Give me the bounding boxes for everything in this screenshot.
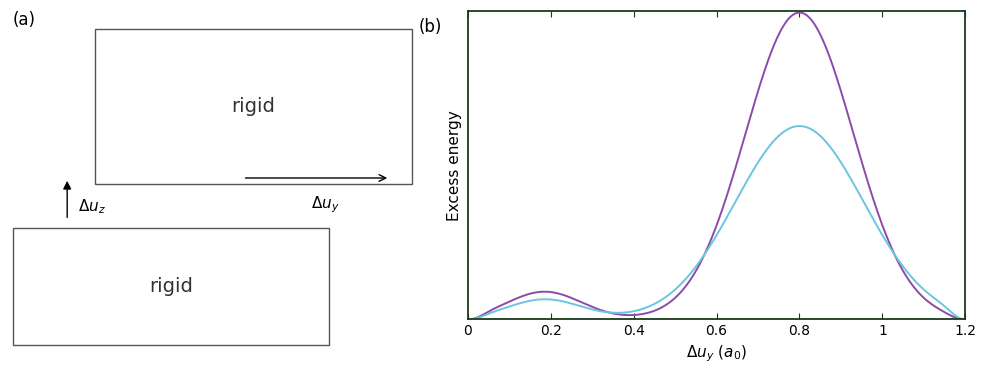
X-axis label: $\Delta u_y\ (a_0)$: $\Delta u_y\ (a_0)$ (687, 344, 747, 364)
Text: (a): (a) (13, 11, 36, 29)
Text: $\Delta u_y$: $\Delta u_y$ (311, 195, 339, 215)
Bar (13, 228, 329, 345)
Text: rigid: rigid (231, 97, 276, 116)
Text: rigid: rigid (150, 277, 193, 296)
Bar (96, 29, 412, 184)
Text: $\Delta u_z$: $\Delta u_z$ (78, 197, 105, 216)
Text: (b): (b) (419, 18, 442, 36)
Y-axis label: Excess energy: Excess energy (447, 110, 462, 221)
